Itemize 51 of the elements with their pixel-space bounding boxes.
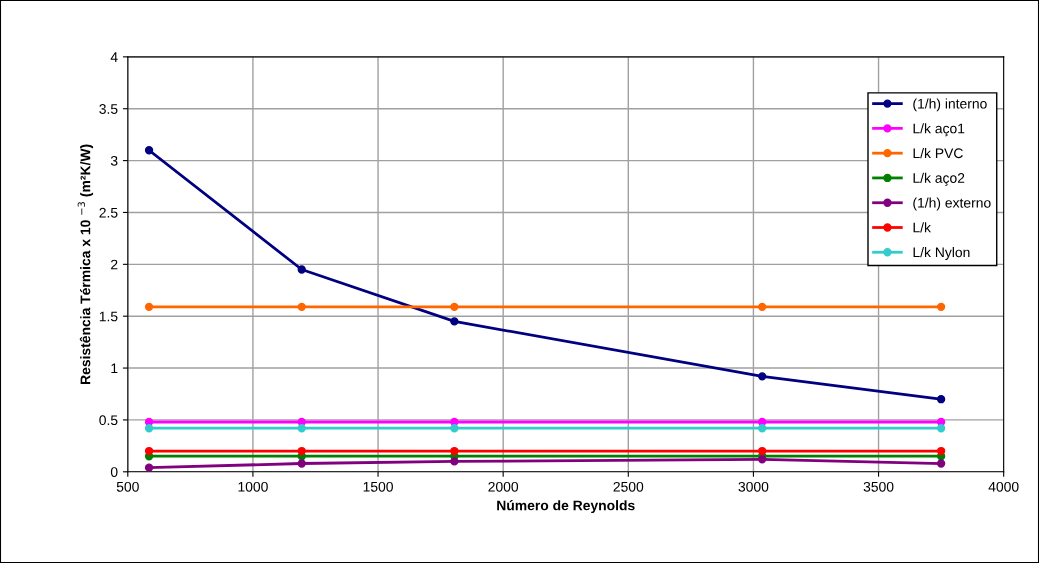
x-axis-title: Número de Reynolds — [497, 500, 635, 514]
x-tick-label: 4000 — [988, 481, 1019, 492]
y-tick-label: 2.5 — [99, 207, 118, 218]
y-tick-label: 4 — [110, 52, 118, 62]
x-tick-label: 3000 — [738, 481, 769, 492]
point — [297, 446, 306, 456]
point — [450, 446, 459, 456]
point — [936, 459, 946, 468]
y-tick-label: 1 — [111, 363, 118, 374]
x-tick-label: 500 — [116, 481, 139, 492]
point — [758, 302, 767, 312]
legend-label: L/k aço1 — [913, 123, 965, 137]
point — [144, 302, 154, 312]
legend-label: L/k aço2 — [913, 172, 965, 186]
point — [758, 446, 767, 456]
point — [450, 424, 459, 433]
point — [758, 424, 767, 433]
point — [144, 146, 154, 155]
legend-label: L/k — [913, 222, 931, 233]
point — [297, 302, 306, 312]
point — [758, 372, 767, 381]
x-tick-label: 1000 — [238, 481, 268, 492]
x-tick-label: 1500 — [363, 481, 393, 492]
point — [297, 459, 306, 468]
point — [144, 424, 154, 433]
y-tick-label: 3 — [110, 155, 118, 166]
y-tick-label: 0 — [110, 467, 118, 477]
y-tick-label: 1.5 — [99, 311, 118, 322]
y-tick-label: 3.5 — [99, 104, 118, 114]
legend-label: L/k PVC — [913, 147, 963, 159]
legend-label: (1/h) interno — [913, 98, 987, 112]
point — [297, 424, 306, 433]
y-tick-label: 2 — [111, 259, 118, 270]
point — [450, 457, 459, 466]
point — [936, 424, 946, 433]
point — [144, 446, 154, 456]
legend-label: (1/h) externo — [913, 197, 991, 211]
x-tick-label: 2000 — [488, 481, 519, 492]
point — [936, 446, 946, 456]
point — [450, 417, 459, 427]
point — [936, 302, 946, 312]
point — [144, 463, 154, 472]
point — [450, 317, 459, 326]
point — [936, 395, 946, 404]
y-axis-title: Resistência Térmica x 10 $^{−3}$ (m²K/W) — [77, 144, 94, 384]
point — [297, 265, 306, 274]
x-tick-label: 3500 — [863, 481, 894, 492]
y-tick-label: 0.5 — [99, 415, 118, 426]
legend-label: L/k Nylon — [913, 247, 970, 260]
x-tick-label: 2500 — [613, 481, 644, 492]
point — [450, 302, 459, 312]
